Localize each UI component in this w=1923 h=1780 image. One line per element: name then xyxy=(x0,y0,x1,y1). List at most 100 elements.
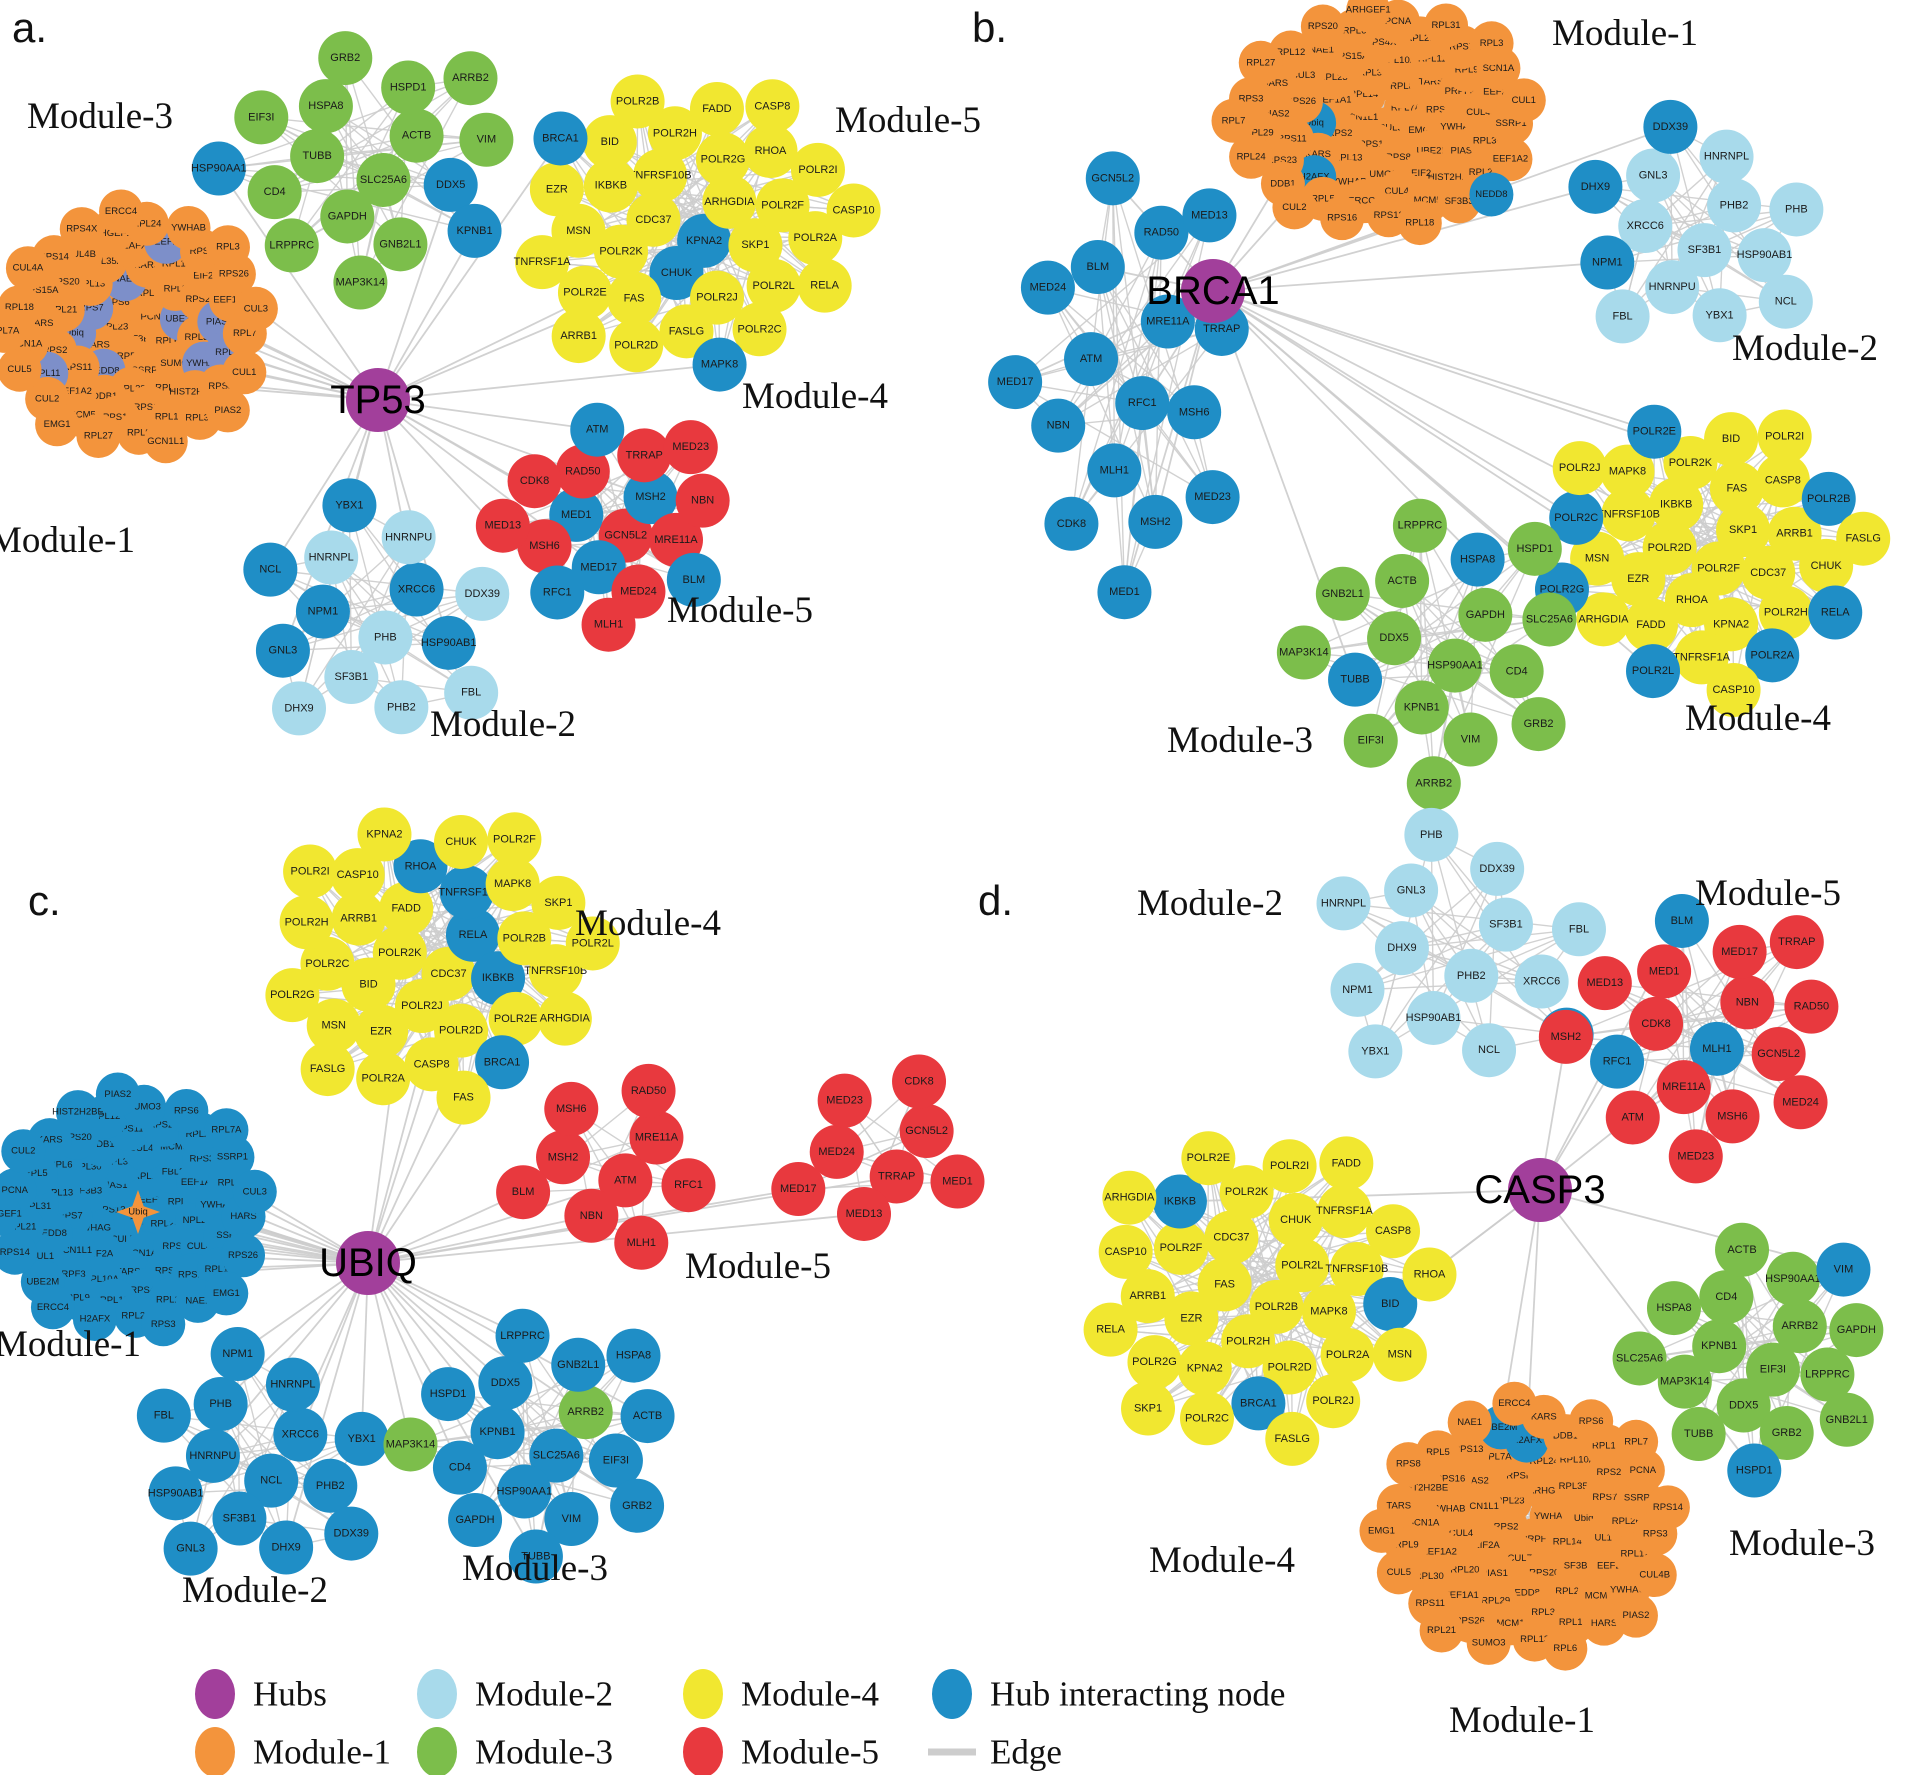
protein-node-label: POLR2B xyxy=(616,95,659,107)
protein-node-label: UBE2M xyxy=(1417,146,1450,157)
edge xyxy=(261,116,487,141)
protein-node xyxy=(304,530,359,585)
protein-node xyxy=(1773,1075,1828,1130)
protein-node-label: VIM xyxy=(1461,734,1481,746)
protein-node-label: RPS8 xyxy=(162,1241,187,1252)
protein-node xyxy=(265,1357,320,1412)
protein-node-label: RPL24 xyxy=(132,218,161,229)
protein-node-label: RPL13 xyxy=(1333,152,1362,163)
protein-node xyxy=(1153,1220,1208,1275)
protein-node-label: RPL21 xyxy=(1406,33,1435,44)
protein-node xyxy=(1758,274,1813,329)
protein-node-label: GAPDH xyxy=(1466,609,1505,621)
protein-node xyxy=(1197,1257,1252,1312)
protein-node-label: HNRNPU xyxy=(385,531,432,543)
protein-node-label: RHOA xyxy=(1414,1268,1446,1280)
protein-node xyxy=(1737,228,1792,283)
protein-node-label: RPL7 xyxy=(1222,115,1246,126)
protein-node-label: TUBB xyxy=(302,150,331,162)
protein-node xyxy=(283,844,338,899)
protein-node-label: SSF xyxy=(216,1230,235,1241)
edge xyxy=(261,116,451,186)
protein-node xyxy=(389,562,444,617)
protein-node xyxy=(558,1385,613,1440)
protein-node-label: EIF3I xyxy=(603,1455,629,1467)
protein-node-label: POLR2A xyxy=(1751,649,1795,661)
protein-node-label: CUL3 xyxy=(1291,70,1315,81)
protein-node-label: MAP3K14 xyxy=(336,277,386,289)
protein-node-label: RPS26 xyxy=(228,1250,258,1261)
protein-node xyxy=(1626,644,1681,699)
protein-node xyxy=(1276,625,1331,680)
protein-node-label: RPL24 xyxy=(1530,1456,1559,1467)
edge xyxy=(1070,232,1163,525)
protein-node xyxy=(695,132,750,187)
protein-node-label: CDC37 xyxy=(431,968,467,980)
protein-node xyxy=(1699,129,1754,184)
protein-node-label: RPS15A xyxy=(1332,51,1369,62)
module-label: Module-5 xyxy=(667,590,813,631)
protein-node xyxy=(1568,159,1623,214)
protein-node-label: KARS xyxy=(1531,1411,1557,1422)
legend-swatch-interact xyxy=(932,1669,972,1719)
protein-node-label: MED17 xyxy=(580,561,617,573)
protein-node-label: PRPF3 xyxy=(1521,1534,1552,1545)
protein-node-label: HIST2H2BE xyxy=(1397,1482,1449,1493)
protein-node-label: GRB2 xyxy=(330,52,360,64)
edge xyxy=(367,1214,592,1264)
protein-node-label: POLR2I xyxy=(1270,1160,1309,1172)
protein-node xyxy=(1301,1284,1356,1339)
protein-node-label: MAPK8 xyxy=(1609,466,1646,478)
protein-node-label: RPL9 xyxy=(127,427,151,438)
protein-node-label: CHUK xyxy=(445,836,477,848)
protein-node-label: MED13 xyxy=(1586,977,1623,989)
protein-node xyxy=(1549,490,1604,545)
protein-node-label: POLR2G xyxy=(1132,1356,1177,1368)
protein-node xyxy=(1458,587,1513,642)
protein-node-label: CUL1 xyxy=(232,367,256,378)
protein-node-label: MSH2 xyxy=(548,1151,579,1163)
protein-node xyxy=(557,265,612,320)
protein-node xyxy=(55,1090,100,1135)
protein-node-label: MSH2 xyxy=(1551,1031,1582,1043)
protein-node xyxy=(475,498,530,553)
protein-node xyxy=(487,812,542,867)
protein-node xyxy=(623,470,678,525)
protein-node xyxy=(1800,1347,1855,1402)
protein-node-label: POLR2K xyxy=(599,246,643,258)
protein-node xyxy=(564,1188,619,1243)
edge xyxy=(1357,923,1507,991)
protein-node-label: BLM xyxy=(1087,261,1110,273)
protein-node xyxy=(582,115,637,170)
legend-swatch-module-4 xyxy=(683,1669,723,1719)
edge xyxy=(218,167,451,186)
protein-node-label: ARRB1 xyxy=(340,913,377,925)
protein-node-label: CUL4 xyxy=(1449,1528,1473,1539)
protein-node-label: RHOA xyxy=(405,860,437,872)
protein-node xyxy=(185,1428,240,1483)
ubiq-star-icon xyxy=(116,1190,160,1234)
protein-node-label: MAPK8 xyxy=(1310,1306,1347,1318)
protein-node-label: CASP8 xyxy=(754,100,790,112)
protein-node-label: TARS xyxy=(1419,77,1444,88)
protein-node-label: RPL31 xyxy=(1531,1607,1560,1618)
protein-node xyxy=(1384,863,1439,918)
protein-node-label: CUL1 xyxy=(30,1251,54,1262)
protein-node-label: CUL4A xyxy=(129,1143,160,1154)
protein-node-label: EZR xyxy=(546,183,568,195)
protein-node-label: ATM xyxy=(586,424,608,436)
protein-node-label: CDK8 xyxy=(1641,1018,1670,1030)
protein-node-label: RPS2 xyxy=(155,1265,180,1276)
protein-node-label: RPL6 xyxy=(49,1160,73,1171)
protein-node xyxy=(330,848,385,903)
protein-node-label: RPL12 xyxy=(91,1111,120,1122)
protein-node xyxy=(1450,532,1505,587)
protein-node xyxy=(5,246,50,291)
protein-node-label: POLR2I xyxy=(1765,430,1804,442)
protein-node xyxy=(470,1405,525,1460)
protein-node-label: ARRB1 xyxy=(1776,528,1813,540)
protein-node-label: POLR2B xyxy=(503,932,546,944)
protein-node xyxy=(797,258,852,313)
protein-node xyxy=(1402,1247,1457,1302)
protein-node-label: CUL4A xyxy=(1385,186,1416,197)
